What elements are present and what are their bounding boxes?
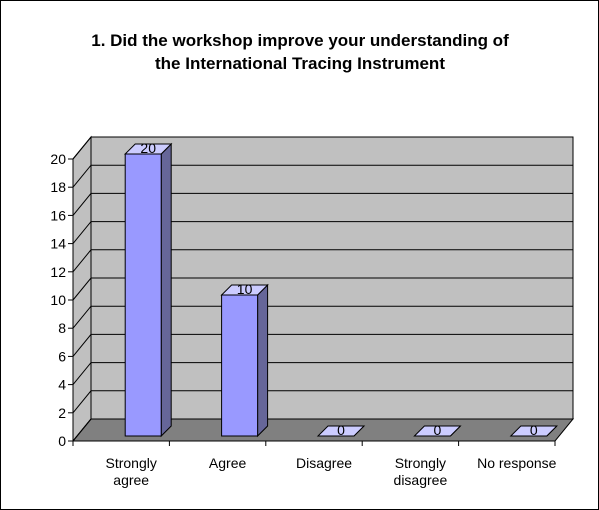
y-tick-label: 2 [58,405,66,421]
bar [413,425,462,437]
y-tick-label: 4 [58,377,66,393]
bar-top [220,284,269,296]
value-label: 20 [140,140,156,156]
bar-front [221,294,259,437]
y-tick-label: 14 [50,236,66,252]
y-tick-label: 20 [50,151,66,167]
grid-line [72,305,573,329]
x-tick-label: No response [477,455,557,471]
bar-side [257,283,269,438]
bar-top [316,425,366,437]
y-tick-label: 18 [50,179,66,195]
grid-line [72,164,573,188]
bar-top [413,425,462,437]
grid-line [72,249,573,273]
bar [123,142,173,438]
bar-top [509,425,559,437]
x-tick-label: Strongly disagree [393,455,448,488]
chart-title: 1. Did the workshop improve your underst… [91,31,509,73]
grid-line [72,221,573,244]
y-tick-label: 16 [50,207,66,223]
value-label: 0 [530,422,538,438]
x-tick-label: Agree [208,455,247,471]
value-label: 0 [337,422,345,438]
y-tick-label: 0 [58,433,66,449]
bar [316,425,366,437]
y-tick-label: 10 [50,292,66,308]
y-tick-label: 6 [58,348,66,364]
x-tick-label: Strongly agree [105,455,157,488]
grid-line [72,192,573,216]
grid-line [72,418,573,442]
bar-front [124,153,162,437]
bar-side [160,142,172,438]
bar [509,425,559,437]
value-label: 0 [434,422,442,438]
y-tick-label: 8 [58,320,66,336]
grid-line [72,362,573,385]
grid-line [72,136,573,160]
grid-line [72,333,573,357]
bar-top [123,143,173,155]
y-tick-label: 12 [50,264,66,280]
x-tick-label: Disagree [295,455,353,471]
grid-line [72,277,573,301]
grid-line [72,390,573,414]
value-label: 10 [237,281,253,297]
bar [220,283,269,438]
